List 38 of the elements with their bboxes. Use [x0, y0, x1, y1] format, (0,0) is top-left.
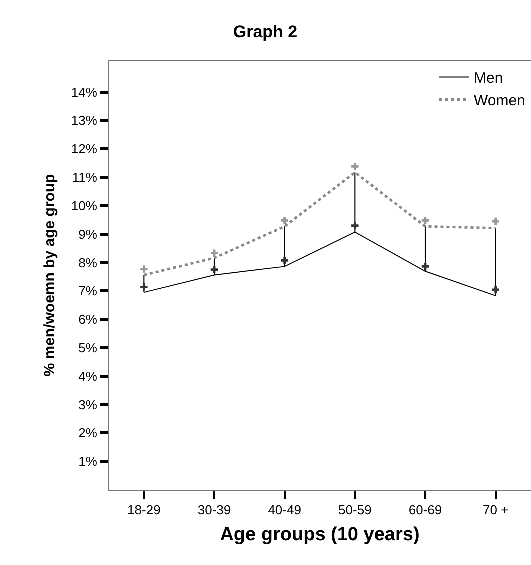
- legend-label: Women: [474, 92, 526, 110]
- point: [422, 217, 430, 224]
- y-tick-label: 12%: [71, 142, 98, 157]
- x-tick-label: 50-59: [338, 502, 372, 518]
- y-tick-label: 8%: [78, 255, 98, 270]
- x-tick-label: 30-39: [198, 502, 232, 518]
- chart-title: Graph 2: [233, 22, 298, 42]
- y-tick-label: 6%: [78, 312, 98, 328]
- y-tick-label: 5%: [78, 340, 98, 356]
- point: [140, 284, 148, 291]
- x-tick-label: 70 +: [482, 502, 509, 518]
- y-tick-label: 14%: [71, 84, 98, 100]
- line-series: [142, 171, 498, 276]
- y-tick-label: 7%: [78, 284, 98, 299]
- point: [352, 222, 359, 230]
- x-tick-label: 40-49: [268, 502, 302, 518]
- y-tick-label: 1%: [78, 454, 98, 470]
- y-tick-label: 9%: [78, 226, 98, 242]
- point: [352, 163, 359, 170]
- point: [281, 257, 288, 264]
- y-tick-label: 11%: [72, 170, 98, 186]
- legend-label: Men: [474, 70, 504, 88]
- point: [492, 286, 500, 294]
- x-tick-label: 18-29: [128, 502, 161, 518]
- point: [140, 266, 148, 273]
- y-tick-label: 13%: [71, 113, 98, 128]
- y-tick-label: 10%: [71, 198, 98, 214]
- point: [210, 266, 218, 274]
- y-tick-label: 4%: [78, 368, 98, 384]
- y-tick-label: 2%: [78, 426, 98, 441]
- x-tick-label: 60-69: [408, 502, 442, 518]
- point: [492, 218, 500, 226]
- point: [210, 250, 218, 257]
- y-axis-title: % men/woemn by age group: [42, 174, 59, 377]
- point: [281, 217, 288, 224]
- y-tick-label: 3%: [78, 397, 98, 412]
- point: [422, 263, 430, 270]
- x-axis-title: Age groups (10 years): [220, 524, 420, 546]
